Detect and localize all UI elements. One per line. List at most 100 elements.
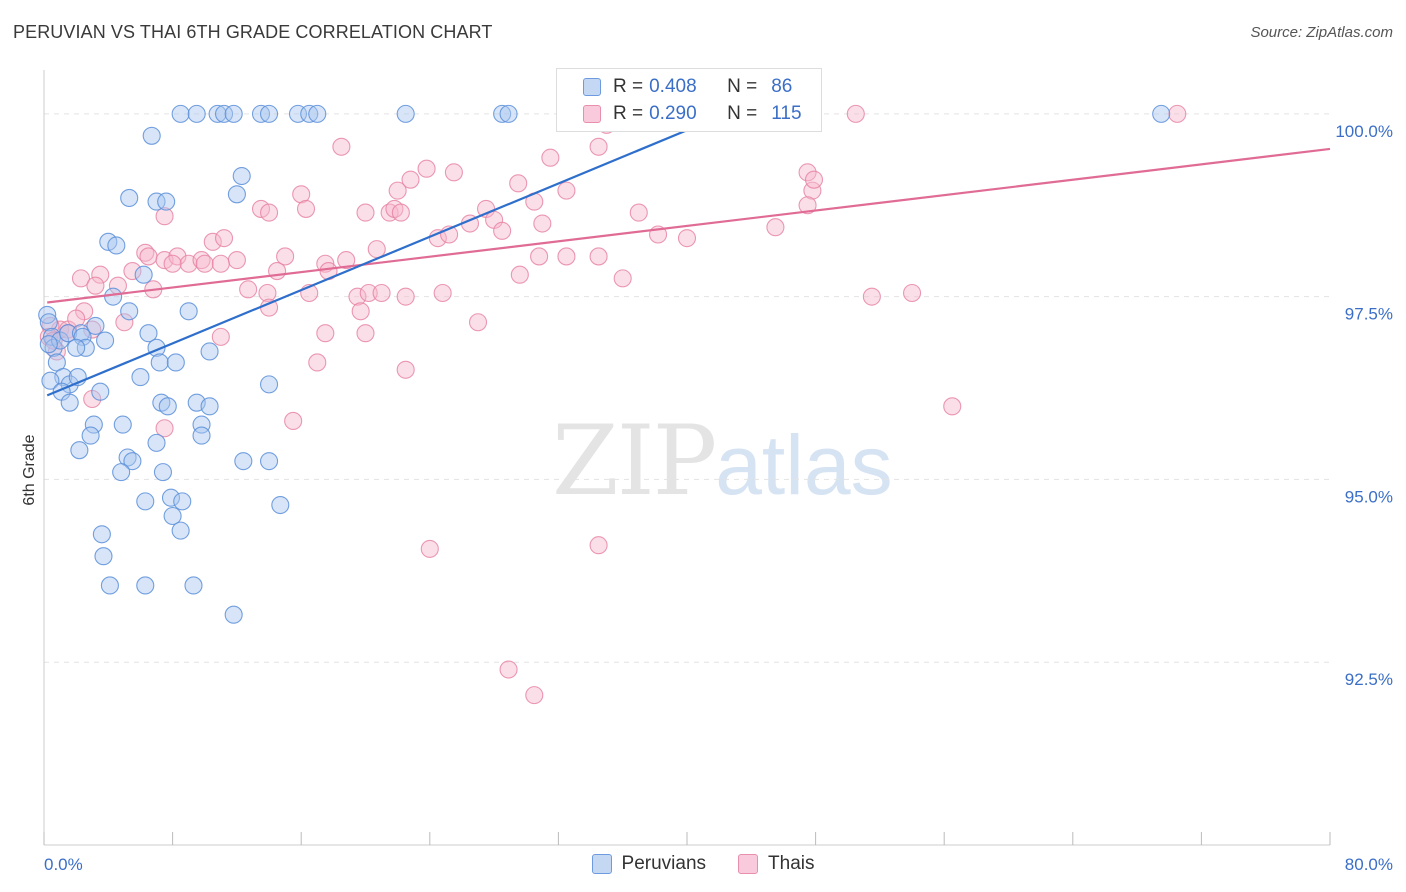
peruvian-point (81, 426, 100, 445)
n-label: N = (727, 103, 758, 124)
thai-point (258, 283, 277, 303)
legend-item-peruvians[interactable]: Peruvians (591, 853, 707, 875)
peruvian-point (38, 305, 57, 324)
tick-labels: 92.5% 95.0% 97.5% 100.0% 0.0% 80.0% (44, 122, 1393, 874)
thai-point (629, 203, 648, 222)
thai-trend-line (47, 147, 1331, 304)
thai-point (902, 283, 922, 303)
trend-lines (46, 109, 1331, 397)
watermark: ZIPatlas (552, 405, 893, 517)
thai-point (557, 247, 576, 266)
thai-point (766, 218, 785, 237)
thai-point (396, 360, 415, 379)
thai-point (227, 251, 246, 270)
peruvian-point (396, 104, 415, 123)
thai-point (372, 283, 391, 303)
thai-point (444, 163, 463, 182)
thai-point (589, 247, 608, 266)
thai-point (211, 327, 230, 346)
thai-point (533, 214, 552, 233)
thai-point (139, 247, 158, 266)
peruvian-n-value: 86 (771, 76, 793, 97)
peruvian-point (200, 397, 219, 416)
peruvian-point (92, 525, 111, 544)
thai-point (525, 686, 544, 705)
thai-point (530, 247, 549, 266)
legend-row-peruvians: R = 0.408 N = 86 (583, 74, 792, 100)
thai-point (211, 254, 230, 273)
peruvian-point (259, 375, 279, 394)
peruvian-point (113, 415, 132, 434)
peruvian-point (120, 302, 139, 321)
thai-point (155, 419, 174, 438)
peruvian-point (136, 492, 155, 511)
peruvian-point (161, 488, 181, 507)
peruvian-point (39, 313, 58, 332)
peruvian-point (224, 605, 243, 624)
thai-point (804, 170, 824, 189)
watermark-atlas: atlas (715, 418, 893, 512)
axes (43, 70, 1331, 846)
watermark-zip: ZIP (552, 405, 717, 517)
thai-n-value: 115 (771, 103, 802, 124)
peruvian-trend-line (46, 109, 736, 397)
thai-point (91, 265, 110, 284)
peruvian-point (123, 452, 142, 471)
thai-point (499, 660, 518, 679)
thai-point (203, 232, 222, 251)
thai-point (276, 247, 295, 266)
peruvian-point (100, 576, 119, 595)
peruvian-swatch (583, 78, 601, 96)
peruvian-point (60, 393, 79, 412)
peruvian-point (59, 324, 78, 343)
thai-point (798, 163, 817, 182)
r-label: R = (613, 103, 644, 124)
legend-item-thais[interactable]: Thais (738, 853, 814, 875)
peruvian-point (200, 342, 219, 361)
thai-point (115, 313, 134, 332)
thai-point (86, 276, 105, 295)
peruvian-point (107, 236, 126, 255)
peruvian-point (208, 104, 227, 123)
source-label: Source: ZipAtlas.com (1250, 24, 1393, 41)
thai-point (308, 353, 327, 372)
peruvian-point (91, 382, 110, 401)
thai-point (677, 229, 697, 248)
peruvian-point (94, 547, 113, 566)
peruvian-points (38, 104, 1171, 624)
peruvian-point (158, 397, 177, 416)
thai-point (367, 240, 386, 259)
peruvian-point (173, 492, 192, 511)
thai-point (1168, 104, 1187, 123)
thai-point (943, 397, 962, 416)
thai-point (391, 203, 410, 222)
peruvian-legend-label: Peruvians (621, 853, 707, 874)
peruvian-point (131, 368, 150, 387)
thai-point (67, 309, 86, 328)
thai-point (468, 313, 488, 332)
peruvian-point (187, 104, 206, 123)
peruvian-point (271, 495, 290, 515)
thai-point (509, 174, 528, 193)
peruvian-point (104, 287, 123, 306)
thai-point (359, 283, 378, 303)
peruvian-point (136, 576, 155, 595)
peruvian-point (142, 126, 161, 145)
peruvian-point (179, 302, 198, 321)
thai-point (284, 411, 303, 430)
y-tick-label: 97.5% (1345, 305, 1393, 324)
peruvian-point (134, 265, 153, 284)
peruvian-point (192, 426, 211, 445)
peruvian-point (192, 415, 211, 434)
peruvian-point (44, 338, 63, 357)
peruvian-point (163, 506, 182, 526)
thai-point (356, 203, 375, 222)
peruvian-point (70, 441, 89, 460)
peruvian-point (147, 192, 166, 211)
thai-point (71, 269, 91, 288)
stats-legend: R = 0.408 N = 86 R = 0.290 N = 115 (556, 68, 822, 132)
peruvian-point (157, 192, 176, 211)
peruvian-point (1152, 104, 1171, 123)
thai-point (557, 181, 576, 200)
